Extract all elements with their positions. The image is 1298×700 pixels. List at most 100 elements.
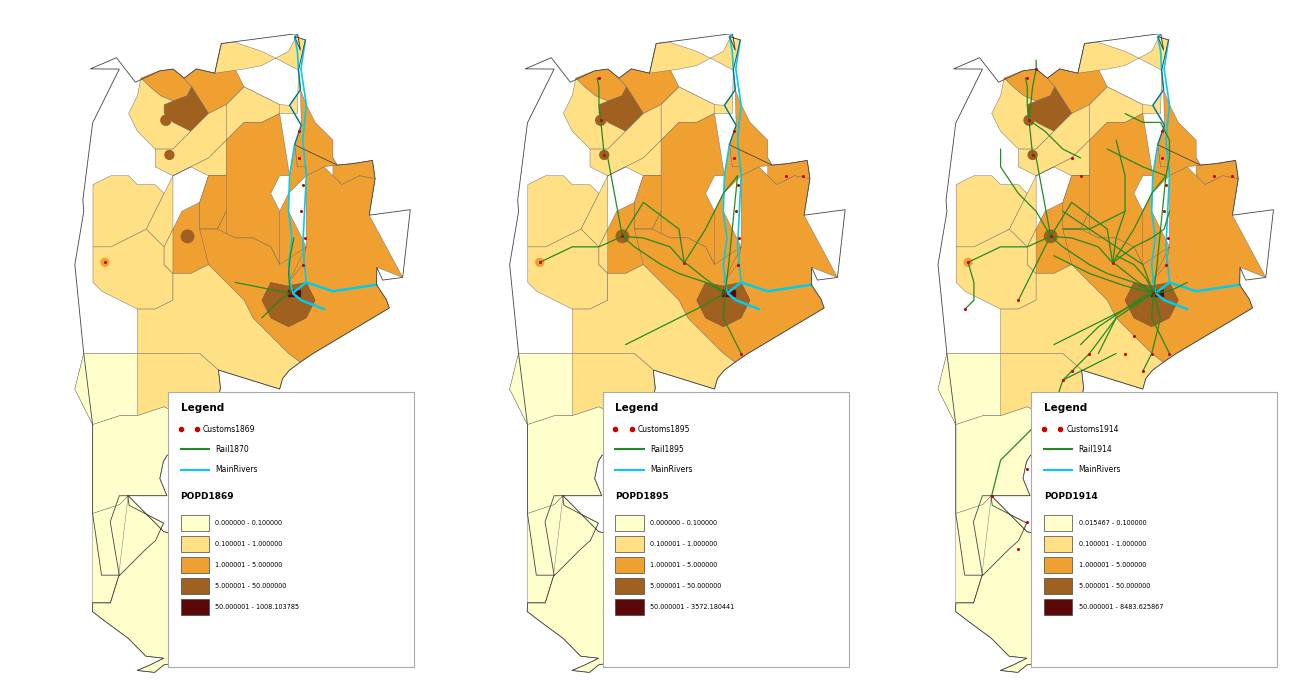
Text: Rail1895: Rail1895 [650,445,684,454]
Polygon shape [563,78,626,149]
Polygon shape [649,34,740,74]
Polygon shape [1005,69,1055,101]
Polygon shape [591,104,661,176]
Text: 5.000001 - 50.000000: 5.000001 - 50.000000 [215,583,287,589]
Text: Customs1914: Customs1914 [1066,424,1119,433]
Polygon shape [262,145,306,282]
Circle shape [101,258,109,266]
Polygon shape [1077,34,1168,74]
Polygon shape [164,229,173,274]
Polygon shape [938,354,1001,425]
Bar [1044,557,1072,573]
Bar [615,557,644,573]
Circle shape [161,116,171,125]
Bar [1044,514,1072,531]
Polygon shape [1089,70,1163,122]
FancyBboxPatch shape [602,391,849,667]
Circle shape [1024,116,1035,125]
Circle shape [536,258,544,266]
Polygon shape [75,354,138,425]
Polygon shape [156,104,226,176]
Polygon shape [92,496,323,673]
Polygon shape [528,176,598,247]
Polygon shape [93,229,173,309]
Text: Legend: Legend [180,403,223,414]
Polygon shape [200,176,226,229]
Text: 1.000001 - 5.000000: 1.000001 - 5.000000 [650,562,718,568]
Polygon shape [1151,290,1164,297]
Text: MainRivers: MainRivers [1079,466,1121,475]
Text: 1.000001 - 5.000000: 1.000001 - 5.000000 [1079,562,1146,568]
Polygon shape [955,496,1027,603]
Polygon shape [93,176,164,247]
Polygon shape [1158,90,1201,176]
Text: 0.000000 - 0.100000: 0.000000 - 0.100000 [215,520,283,526]
Polygon shape [1027,202,1089,274]
Text: POPD1895: POPD1895 [615,492,668,501]
Polygon shape [164,87,209,132]
Polygon shape [1027,87,1072,132]
Polygon shape [262,282,315,327]
Text: Customs1895: Customs1895 [637,424,691,433]
Polygon shape [510,354,655,425]
Polygon shape [955,407,1072,514]
Polygon shape [1063,113,1153,265]
Polygon shape [141,69,192,101]
Bar [615,536,644,552]
Polygon shape [510,354,572,425]
Polygon shape [184,43,244,113]
FancyBboxPatch shape [167,391,414,667]
Text: 0.015467 - 0.100000: 0.015467 - 0.100000 [1079,520,1146,526]
Polygon shape [598,229,607,274]
Polygon shape [1054,87,1142,176]
Polygon shape [1197,158,1238,185]
Polygon shape [598,87,644,132]
Polygon shape [1001,265,1163,389]
Bar [1044,578,1072,594]
Circle shape [600,150,609,160]
Polygon shape [1151,292,1155,295]
Text: 50.000001 - 8483.625867: 50.000001 - 8483.625867 [1079,604,1163,610]
Polygon shape [1063,167,1266,362]
Text: 0.000000 - 0.100000: 0.000000 - 0.100000 [650,520,718,526]
Polygon shape [191,87,279,176]
Polygon shape [697,145,741,282]
Polygon shape [1125,145,1169,282]
Text: 5.000001 - 50.000000: 5.000001 - 50.000000 [650,583,722,589]
Polygon shape [768,158,810,185]
Polygon shape [1125,282,1179,327]
Polygon shape [527,496,758,673]
Polygon shape [138,265,300,389]
Bar [615,599,644,615]
Circle shape [964,258,972,266]
Polygon shape [226,70,300,122]
Polygon shape [957,176,1027,247]
Polygon shape [576,69,627,101]
Polygon shape [598,202,661,274]
Polygon shape [288,292,292,295]
Polygon shape [92,407,209,514]
Bar [615,578,644,594]
Text: 1.000001 - 5.000000: 1.000001 - 5.000000 [215,562,283,568]
Polygon shape [1019,104,1089,176]
Polygon shape [723,292,727,295]
Polygon shape [288,290,301,297]
Text: MainRivers: MainRivers [650,466,693,475]
Bar [180,599,209,615]
Polygon shape [1063,176,1089,229]
Bar [1044,599,1072,615]
Polygon shape [129,78,191,149]
Text: Legend: Legend [1044,403,1086,414]
Text: 0.100001 - 1.000000: 0.100001 - 1.000000 [1079,541,1146,547]
Polygon shape [582,167,626,247]
Polygon shape [1047,43,1107,113]
Text: 0.100001 - 1.000000: 0.100001 - 1.000000 [650,541,718,547]
Text: MainRivers: MainRivers [215,466,258,475]
Text: 50.000001 - 1008.103785: 50.000001 - 1008.103785 [215,604,300,610]
Polygon shape [295,90,337,176]
Bar [180,557,209,573]
Polygon shape [75,354,221,425]
Polygon shape [697,282,750,327]
Circle shape [182,230,193,243]
Polygon shape [164,202,226,274]
